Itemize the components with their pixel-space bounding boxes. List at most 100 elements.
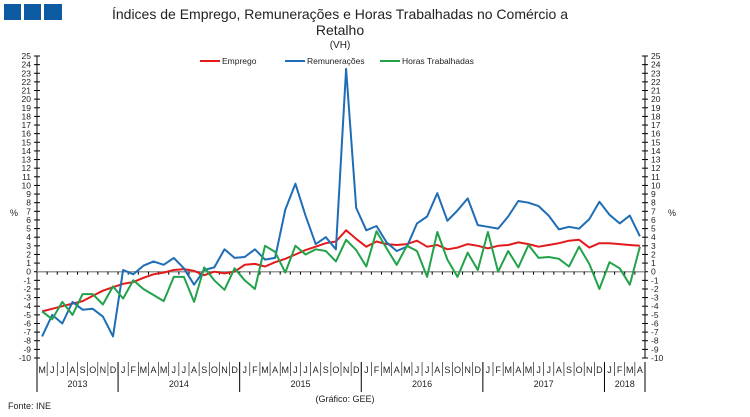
y-tick-label-right: 12 bbox=[651, 163, 661, 173]
legend-label: Horas Trabalhadas bbox=[402, 56, 474, 66]
month-label: A bbox=[272, 365, 278, 375]
month-label: S bbox=[566, 365, 572, 375]
y-tick-label-right: 6 bbox=[651, 215, 656, 225]
y-axis-label-right: % bbox=[668, 208, 676, 218]
y-tick-label-left: -1 bbox=[23, 275, 31, 285]
y-tick-label-left: 21 bbox=[22, 86, 32, 96]
y-tick-label-left: 1 bbox=[26, 258, 31, 268]
year-label: 2017 bbox=[534, 379, 554, 389]
month-label: J bbox=[60, 365, 65, 375]
series-line-horas-trabalhadas bbox=[41, 230, 641, 321]
y-tick-label-left: 7 bbox=[26, 206, 31, 216]
y-tick-label-right: 18 bbox=[651, 111, 661, 121]
month-label: A bbox=[556, 365, 562, 375]
credit-note: (Gráfico: GEE) bbox=[315, 394, 374, 404]
chart-title: Índices de Emprego, Remunerações e Horas… bbox=[111, 6, 569, 38]
y-tick-label-left: 5 bbox=[26, 224, 31, 234]
month-label: J bbox=[607, 365, 612, 375]
month-label: D bbox=[596, 365, 603, 375]
month-label: N bbox=[586, 365, 593, 375]
y-tick-label-right: -8 bbox=[651, 336, 659, 346]
month-label: S bbox=[201, 365, 207, 375]
y-tick-label-right: 5 bbox=[651, 224, 656, 234]
month-label: J bbox=[415, 365, 420, 375]
logo-square bbox=[44, 4, 62, 20]
month-label: A bbox=[637, 365, 643, 375]
y-tick-label-left: 19 bbox=[22, 103, 32, 113]
y-tick-label-right: 11 bbox=[651, 172, 660, 182]
y-tick-label-left: 13 bbox=[22, 155, 32, 165]
month-label: F bbox=[495, 365, 501, 375]
source-note: Fonte: INE bbox=[8, 401, 51, 411]
y-tick-label-right: 8 bbox=[651, 198, 656, 208]
month-label: M bbox=[38, 365, 46, 375]
month-label: J bbox=[172, 365, 177, 375]
month-label: O bbox=[89, 365, 96, 375]
year-label: 2015 bbox=[290, 379, 310, 389]
month-label: J bbox=[50, 365, 55, 375]
month-label: A bbox=[394, 365, 400, 375]
month-label: A bbox=[434, 365, 440, 375]
y-tick-label-right: 21 bbox=[651, 86, 661, 96]
y-tick-label-left: -4 bbox=[23, 301, 31, 311]
y-tick-label-left: 3 bbox=[26, 241, 31, 251]
series-lines bbox=[41, 67, 641, 338]
logo-square bbox=[24, 4, 41, 20]
y-tick-label-left: -3 bbox=[23, 293, 31, 303]
y-tick-label-right: 13 bbox=[651, 155, 661, 165]
y-tick-label-right: 2 bbox=[651, 249, 656, 259]
month-label: M bbox=[525, 365, 533, 375]
y-tick-label-right: -2 bbox=[651, 284, 659, 294]
month-label: M bbox=[282, 365, 290, 375]
month-label: S bbox=[323, 365, 329, 375]
series-line-emprego bbox=[41, 229, 640, 313]
y-tick-label-left: -2 bbox=[23, 284, 31, 294]
month-label: D bbox=[475, 365, 482, 375]
y-tick-label-left: -7 bbox=[23, 327, 31, 337]
y-tick-label-right: 17 bbox=[651, 120, 661, 130]
month-label: J bbox=[425, 365, 430, 375]
y-tick-label-right: 7 bbox=[651, 206, 656, 216]
logo bbox=[4, 4, 62, 20]
y-tick-label-left: 20 bbox=[22, 94, 32, 104]
month-label: F bbox=[131, 365, 137, 375]
month-label: A bbox=[515, 365, 521, 375]
y-tick-label-right: 0 bbox=[651, 267, 656, 277]
month-label: J bbox=[536, 365, 541, 375]
y-tick-label-right: 23 bbox=[651, 68, 661, 78]
legend-item: Horas Trabalhadas bbox=[380, 56, 474, 66]
y-tick-label-right: 19 bbox=[651, 103, 661, 113]
y-tick-label-left: 0 bbox=[26, 267, 31, 277]
y-tick-label-left: 23 bbox=[22, 68, 32, 78]
y-tick-label-left: -6 bbox=[23, 318, 31, 328]
y-tick-label-right: -1 bbox=[651, 275, 659, 285]
y-tick-label-right: -3 bbox=[651, 293, 659, 303]
month-label: S bbox=[444, 365, 450, 375]
y-tick-label-right: -10 bbox=[651, 353, 664, 363]
y-tick-label-left: 14 bbox=[22, 146, 32, 156]
y-tick-label-left: 25 bbox=[22, 51, 32, 61]
y-tick-label-right: 25 bbox=[651, 51, 661, 61]
y-tick-label-right: 9 bbox=[651, 189, 656, 199]
year-label: 2013 bbox=[68, 379, 88, 389]
y-tick-label-left: 10 bbox=[22, 180, 32, 190]
month-label: D bbox=[353, 365, 360, 375]
y-tick-label-left: 18 bbox=[22, 111, 32, 121]
month-label: J bbox=[242, 365, 247, 375]
y-tick-label-right: 22 bbox=[651, 77, 661, 87]
y-tick-label-right: 20 bbox=[651, 94, 661, 104]
month-label: O bbox=[454, 365, 461, 375]
legend-item: Emprego bbox=[200, 56, 257, 66]
month-label: D bbox=[231, 365, 238, 375]
legend-label: Remunerações bbox=[307, 56, 365, 66]
year-label: 2018 bbox=[615, 379, 635, 389]
legend: Emprego Remunerações Horas Trabalhadas bbox=[200, 56, 474, 66]
month-label: M bbox=[261, 365, 269, 375]
y-tick-label-right: 16 bbox=[651, 129, 661, 139]
chart-subtitle: (VH) bbox=[330, 40, 351, 51]
month-label: M bbox=[504, 365, 512, 375]
month-label: O bbox=[576, 365, 583, 375]
month-label: N bbox=[221, 365, 228, 375]
y-tick-label-right: -7 bbox=[651, 327, 659, 337]
month-label: F bbox=[252, 365, 258, 375]
